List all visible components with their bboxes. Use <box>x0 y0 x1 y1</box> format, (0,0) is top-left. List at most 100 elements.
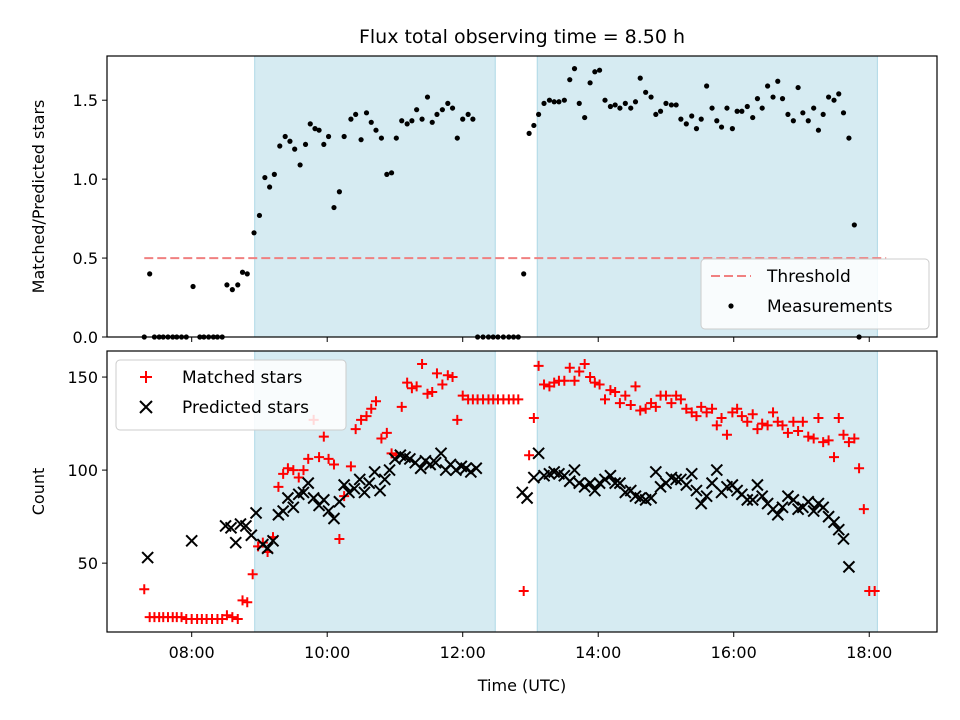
data-point <box>342 486 356 499</box>
data-point <box>266 534 280 548</box>
data-point <box>314 452 325 463</box>
data-point <box>739 108 745 114</box>
data-point <box>404 121 410 127</box>
data-point <box>705 476 719 490</box>
data-point <box>429 119 435 125</box>
data-point <box>452 414 463 425</box>
data-point <box>563 475 576 488</box>
data-point <box>353 111 359 118</box>
data-point <box>790 118 796 124</box>
data-point <box>403 452 417 466</box>
data-point <box>779 96 786 102</box>
data-point <box>650 401 661 412</box>
data-point <box>292 146 298 152</box>
data-point <box>585 372 596 383</box>
data-point <box>823 435 834 446</box>
data-point <box>333 495 346 508</box>
data-point <box>414 107 420 113</box>
legend-marker <box>140 371 152 383</box>
data-point <box>797 416 808 427</box>
data-point <box>328 459 339 470</box>
data-point <box>370 396 381 407</box>
data-point <box>630 381 641 392</box>
data-point <box>622 100 628 106</box>
data-point <box>417 359 428 370</box>
data-point <box>249 506 263 520</box>
data-point <box>388 452 402 466</box>
data-point <box>807 504 820 518</box>
data-point <box>683 121 689 127</box>
data-point <box>573 476 586 490</box>
y-tick-label: 1.5 <box>73 91 98 110</box>
data-point <box>251 230 257 236</box>
data-point <box>620 390 631 401</box>
data-point <box>373 484 387 497</box>
data-point <box>139 584 150 595</box>
data-point <box>765 83 771 89</box>
data-point <box>693 126 700 132</box>
data-point <box>277 143 283 149</box>
data-point <box>316 127 322 133</box>
data-point <box>736 411 747 422</box>
data-point <box>368 119 374 125</box>
data-point <box>273 481 284 492</box>
data-point <box>836 91 842 97</box>
data-point <box>414 462 427 475</box>
data-point <box>551 99 557 105</box>
data-point <box>325 133 332 140</box>
data-point <box>666 398 677 409</box>
data-point <box>752 424 763 435</box>
data-point <box>831 97 837 103</box>
data-point <box>298 465 309 476</box>
data-point <box>318 431 329 442</box>
data-point <box>567 77 573 83</box>
data-point <box>267 184 273 190</box>
data-point <box>612 102 618 108</box>
data-point <box>681 403 692 414</box>
data-point <box>578 480 591 494</box>
data-point <box>244 271 250 277</box>
data-point <box>663 100 669 106</box>
data-point <box>574 366 585 377</box>
data-point <box>348 482 361 495</box>
data-point <box>323 453 334 464</box>
data-point <box>775 78 781 84</box>
data-point <box>614 398 625 409</box>
data-point <box>437 379 448 390</box>
legend-marker <box>728 303 734 309</box>
data-point <box>383 463 396 477</box>
data-point <box>297 162 303 168</box>
data-point <box>242 597 253 608</box>
legend-box <box>700 258 930 330</box>
data-point <box>431 368 442 379</box>
data-point <box>571 66 578 72</box>
data-point <box>721 429 732 440</box>
legend-label: Measurements <box>767 297 893 317</box>
data-point <box>751 478 764 492</box>
x-axis-label: Time (UTC) <box>477 676 566 695</box>
data-point <box>846 135 852 141</box>
data-point <box>356 414 367 425</box>
data-point <box>669 473 683 486</box>
data-point <box>800 110 806 116</box>
data-point <box>312 126 318 132</box>
data-point <box>235 282 241 288</box>
data-point <box>366 403 377 414</box>
data-point <box>680 478 693 492</box>
data-point <box>564 362 575 373</box>
data-point <box>668 102 675 108</box>
data-point <box>442 370 453 381</box>
data-point <box>747 409 758 420</box>
data-point <box>399 118 405 124</box>
data-point <box>419 116 425 122</box>
data-point <box>625 399 636 410</box>
data-point <box>698 116 704 122</box>
data-point <box>518 586 529 597</box>
data-point <box>587 80 593 86</box>
data-point <box>815 127 822 133</box>
data-point <box>363 476 376 490</box>
data-point <box>334 533 345 544</box>
data-point <box>851 222 857 228</box>
data-point <box>768 407 779 418</box>
